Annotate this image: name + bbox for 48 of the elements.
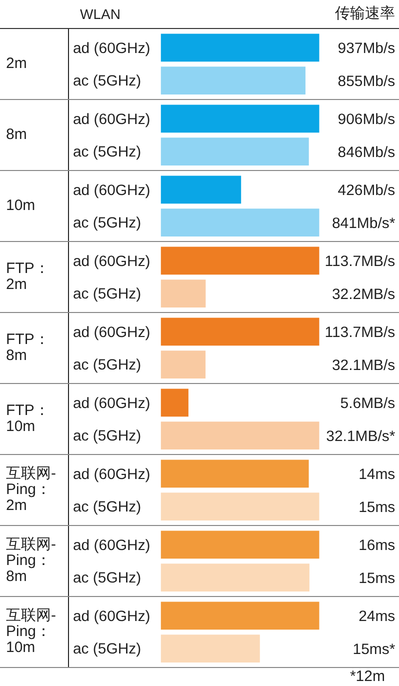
text: 10m	[6, 197, 36, 214]
data-label: 16ms	[358, 536, 396, 554]
data-label: 32.1MB/s*	[326, 428, 396, 445]
data-label: 32.2MB/s	[332, 286, 396, 303]
y-tick-label: ac (5GHz)	[72, 428, 141, 445]
data-label: 15ms	[358, 498, 396, 516]
y-tick-label: ad (60GHz)	[72, 394, 150, 412]
y-tick-label: ac (5GHz)	[72, 72, 141, 90]
data-label: 113.7MB/s	[324, 324, 396, 341]
text: 互联网-Ping：2m	[6, 465, 56, 514]
data-label: 32.1MB/s	[332, 356, 396, 374]
text: FTP：10m	[6, 402, 50, 435]
y-tick-label: ac (5GHz)	[72, 498, 141, 516]
y-tick-label: ad (60GHz)	[72, 324, 150, 341]
text: 互联网-Ping：8m	[6, 536, 56, 585]
data-label: 937Mb/s	[338, 40, 396, 57]
data-label: 15ms*	[352, 640, 396, 658]
text: 8m	[6, 126, 28, 143]
y-tick-label: ac (5GHz)	[72, 356, 141, 374]
y-tick-label: ac (5GHz)	[72, 640, 141, 658]
y-tick-label: ad (60GHz)	[72, 608, 150, 625]
data-label: 855Mb/s	[338, 72, 396, 90]
y-tick-label: ac (5GHz)	[72, 570, 141, 587]
data-label: 113.7MB/s	[324, 252, 396, 270]
y-tick-label: ac (5GHz)	[72, 144, 141, 161]
data-label: 841Mb/s*	[332, 214, 396, 232]
y-tick-label: ac (5GHz)	[72, 214, 141, 232]
data-label: 426Mb/s	[338, 182, 396, 199]
y-tick-label: ad (60GHz)	[72, 252, 150, 270]
y-axis-title: WLAN	[80, 6, 120, 22]
data-label: 24ms	[358, 608, 396, 625]
text: 2m	[6, 55, 28, 72]
text: FTP：2m	[6, 260, 50, 293]
y-tick-label: ad (60GHz)	[72, 182, 150, 199]
y-tick-label: ad (60GHz)	[72, 466, 150, 483]
text: 互联网-Ping：10m	[6, 607, 56, 656]
data-label: 906Mb/s	[338, 110, 396, 128]
data-label: 846Mb/s	[338, 144, 396, 161]
data-label: 5.6MB/s	[340, 394, 396, 412]
data-label: 15ms	[358, 570, 396, 587]
x-axis-title: 传输速率	[335, 4, 395, 23]
y-tick-label: ad (60GHz)	[72, 110, 150, 128]
data-label: 14ms	[358, 466, 396, 483]
y-tick-label: ad (60GHz)	[72, 40, 150, 57]
text: *12m	[348, 668, 386, 685]
y-tick-label: ad (60GHz)	[72, 536, 150, 554]
text: FTP：8m	[6, 331, 50, 364]
y-tick-label: ac (5GHz)	[72, 286, 141, 303]
